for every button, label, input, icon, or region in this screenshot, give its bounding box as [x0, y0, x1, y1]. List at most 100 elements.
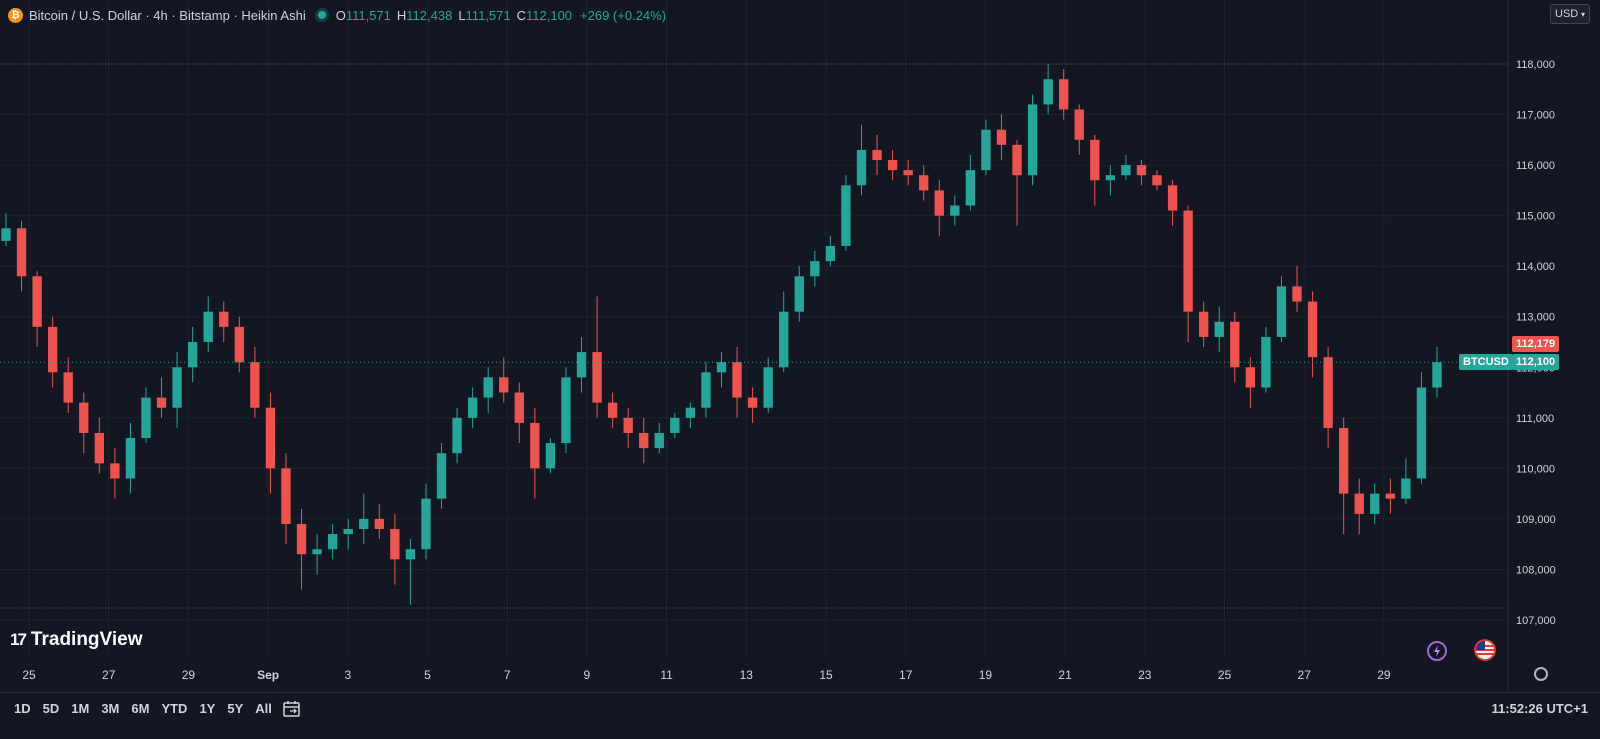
candle-body — [359, 518, 369, 530]
open-value: 111,571 — [345, 7, 391, 23]
candle-body — [1401, 478, 1411, 499]
candle-body — [1307, 301, 1318, 358]
clock-timezone[interactable]: 11:52:26 UTC+1 — [1491, 701, 1588, 716]
symbol-price-tag: BTCUSD — [1459, 354, 1513, 370]
candle-body — [483, 377, 493, 398]
tradingview-logo[interactable]: 17 TradingView — [10, 629, 143, 651]
y-axis-tick-label: 110,000 — [1516, 463, 1555, 475]
candle-body — [1323, 357, 1333, 428]
candle-body — [327, 534, 338, 550]
candle-body — [576, 352, 587, 378]
candle-body — [250, 362, 260, 408]
low-label: L — [458, 7, 466, 23]
high-value: 112,438 — [406, 7, 453, 23]
candle-body — [1, 228, 11, 241]
low-value: 111,571 — [465, 7, 511, 23]
candle-body — [841, 185, 851, 246]
candle-body — [639, 432, 649, 449]
candle-body — [1105, 175, 1116, 181]
settings-gear-icon[interactable] — [1534, 667, 1548, 681]
range-button-1y[interactable]: 1Y — [199, 701, 216, 716]
x-axis-tick-label: 11 — [660, 668, 673, 682]
candle-body — [856, 149, 867, 186]
symbol-title[interactable]: Bitcoin / U.S. Dollar · 4h · Bitstamp · … — [29, 7, 306, 23]
candle-body — [141, 397, 151, 439]
candle-body — [156, 397, 167, 408]
candle-body — [934, 190, 944, 216]
x-axis-tick-label: 25 — [22, 668, 36, 682]
x-axis-tick-label: 21 — [1058, 668, 1072, 682]
x-axis-tick-label: 27 — [1298, 668, 1312, 682]
candle-body — [1012, 144, 1022, 176]
candle-body — [794, 276, 804, 312]
candle-body — [716, 362, 727, 373]
candle-body — [530, 422, 540, 469]
candle-body — [187, 342, 198, 368]
range-button-5d[interactable]: 5D — [42, 701, 60, 716]
candle-body — [514, 392, 524, 423]
candle-body — [110, 463, 120, 479]
x-axis-tick-label: 15 — [819, 668, 833, 682]
candle-body — [1152, 175, 1162, 186]
candle-body — [1027, 104, 1038, 176]
calendar-goto-icon[interactable] — [282, 699, 302, 719]
price-chart[interactable]: 107,000108,000109,000110,000111,000112,0… — [0, 0, 1600, 692]
range-button-1d[interactable]: 1D — [14, 701, 31, 716]
x-axis-tick-label: 17 — [899, 668, 913, 682]
candle-body — [1183, 210, 1193, 312]
range-button-ytd[interactable]: YTD — [161, 701, 188, 716]
candle-body — [1276, 286, 1287, 337]
candle-body — [1074, 109, 1084, 140]
candle-body — [623, 417, 633, 433]
candle-body — [436, 453, 447, 499]
bitcoin-icon: ₿ — [8, 7, 23, 23]
y-axis-tick-label: 115,000 — [1516, 211, 1555, 223]
candle-body — [172, 367, 182, 408]
candle-body — [965, 170, 976, 206]
candle-body — [732, 362, 742, 398]
x-axis-tick-label: 25 — [1218, 668, 1232, 682]
candle-body — [1385, 493, 1396, 499]
currency-selector[interactable]: USD ▾ — [1550, 4, 1590, 24]
candle-body — [47, 326, 58, 373]
candle-body — [281, 468, 291, 524]
candle-body — [32, 276, 42, 327]
candle-body — [701, 372, 711, 408]
candle-body — [950, 205, 960, 216]
lightning-icon[interactable] — [1426, 640, 1448, 662]
high-label: H — [396, 7, 407, 23]
symbol-legend: ₿ Bitcoin / U.S. Dollar · 4h · Bitstamp … — [8, 5, 666, 25]
range-button-6m[interactable]: 6M — [131, 701, 150, 716]
candle-body — [685, 407, 696, 418]
x-axis-tick-label: 3 — [344, 668, 351, 682]
candle-body — [1121, 165, 1131, 176]
range-button-1m[interactable]: 1M — [71, 701, 90, 716]
candle-body — [452, 417, 462, 454]
range-button-3m[interactable]: 3M — [101, 701, 120, 716]
x-axis-tick-label: Sep — [257, 668, 279, 682]
y-axis-tick-label: 117,000 — [1516, 110, 1555, 122]
us-flag-icon[interactable] — [1474, 639, 1496, 661]
candle-body — [1432, 362, 1442, 388]
y-axis-tick-label: 108,000 — [1516, 564, 1556, 576]
range-button-5y[interactable]: 5Y — [227, 701, 244, 716]
y-axis-tick-label: 113,000 — [1516, 312, 1555, 324]
candle-body — [265, 407, 276, 469]
candle-body — [545, 443, 556, 469]
candle-body — [390, 529, 400, 560]
market-status-icon[interactable] — [317, 11, 326, 19]
candle-body — [919, 175, 929, 191]
candle-body — [872, 149, 882, 161]
candle-body — [1370, 493, 1380, 514]
candle-body — [374, 518, 384, 530]
range-button-all[interactable]: All — [255, 701, 272, 716]
candle-body — [779, 311, 789, 368]
tradingview-mark-icon: 17 — [10, 630, 27, 649]
candle-body — [296, 523, 307, 555]
x-axis-tick-label: 7 — [504, 668, 511, 682]
candle-body — [1199, 311, 1209, 337]
candle-body — [1167, 185, 1178, 211]
candle-body — [561, 377, 571, 444]
candle-body — [981, 129, 991, 171]
